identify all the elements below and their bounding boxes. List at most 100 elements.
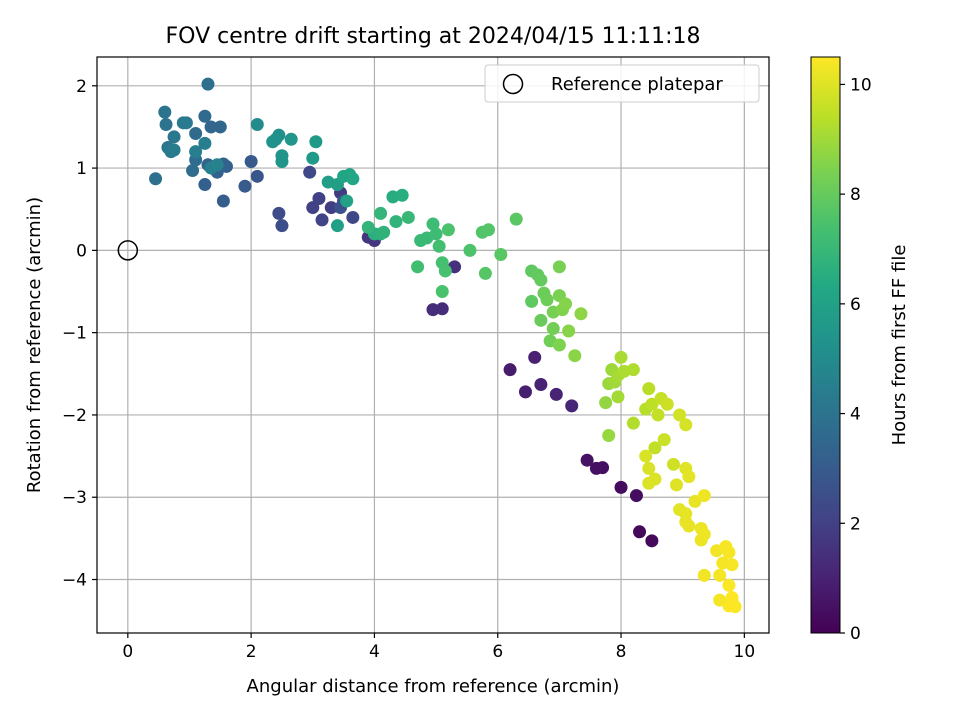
data-point bbox=[411, 260, 425, 274]
y-tick-label: −4 bbox=[62, 571, 87, 591]
data-point bbox=[189, 145, 203, 159]
data-point bbox=[198, 178, 212, 192]
data-point bbox=[722, 545, 736, 559]
data-point bbox=[494, 247, 508, 261]
data-point bbox=[361, 220, 375, 234]
data-point bbox=[463, 243, 477, 257]
data-point bbox=[167, 143, 181, 157]
data-point bbox=[438, 264, 452, 278]
data-point bbox=[614, 350, 628, 364]
data-point bbox=[401, 210, 415, 224]
data-point bbox=[574, 307, 588, 321]
y-tick-label: 2 bbox=[76, 77, 87, 97]
data-point bbox=[201, 77, 215, 91]
y-tick-label: −1 bbox=[62, 324, 87, 344]
x-tick-label: 0 bbox=[122, 642, 133, 662]
colorbar-tick-label: 0 bbox=[850, 624, 861, 644]
data-point bbox=[552, 260, 566, 274]
data-point bbox=[565, 399, 579, 413]
data-point bbox=[432, 239, 446, 253]
data-point bbox=[395, 188, 409, 202]
data-point bbox=[642, 461, 656, 475]
data-point bbox=[238, 179, 252, 193]
data-point bbox=[599, 396, 613, 410]
data-point bbox=[441, 223, 455, 237]
data-point bbox=[309, 135, 323, 149]
data-point bbox=[429, 227, 443, 241]
data-point bbox=[697, 527, 711, 541]
data-point bbox=[306, 151, 320, 165]
data-point bbox=[315, 213, 329, 227]
y-tick-label: −3 bbox=[62, 488, 87, 508]
x-tick-label: 8 bbox=[616, 642, 627, 662]
data-point bbox=[186, 164, 200, 178]
x-axis-ticks: 0 2 4 6 8 10 bbox=[122, 633, 755, 662]
y-axis-label: Rotation from reference (arcmin) bbox=[24, 197, 45, 493]
y-axis-ticks: 2 1 0 −1 −2 −3 −4 bbox=[62, 77, 97, 591]
data-point bbox=[272, 206, 286, 220]
y-tick-label: 0 bbox=[76, 241, 87, 261]
data-point bbox=[266, 135, 280, 149]
data-point bbox=[198, 109, 212, 123]
data-point bbox=[204, 120, 218, 134]
data-point bbox=[346, 210, 360, 224]
data-point bbox=[435, 285, 449, 299]
data-point bbox=[189, 127, 203, 141]
data-point bbox=[670, 478, 684, 492]
data-point bbox=[377, 225, 391, 239]
data-point bbox=[324, 201, 338, 215]
data-point bbox=[284, 132, 298, 146]
data-point bbox=[518, 385, 532, 399]
data-point bbox=[330, 219, 344, 233]
data-point bbox=[509, 212, 523, 226]
data-point bbox=[546, 322, 560, 336]
colorbar-ticks: 0 2 4 6 8 10 bbox=[840, 75, 872, 644]
data-point bbox=[725, 558, 739, 572]
colorbar-tick-label: 2 bbox=[850, 514, 861, 534]
legend-entry-label: Reference platepar bbox=[551, 74, 723, 95]
data-point bbox=[679, 418, 693, 432]
chart-title: FOV centre drift starting at 2024/04/15 … bbox=[166, 24, 701, 49]
data-point bbox=[626, 416, 640, 430]
data-point bbox=[688, 494, 702, 508]
data-point bbox=[626, 363, 640, 377]
data-point bbox=[648, 441, 662, 455]
data-point bbox=[642, 476, 656, 490]
data-point bbox=[312, 192, 326, 206]
data-point bbox=[697, 489, 711, 503]
data-point bbox=[633, 525, 647, 539]
y-tick-label: 1 bbox=[76, 159, 87, 179]
data-point bbox=[697, 568, 711, 582]
colorbar-tick-label: 10 bbox=[850, 75, 872, 95]
data-point bbox=[435, 302, 449, 316]
data-point bbox=[559, 297, 573, 311]
data-point bbox=[275, 219, 289, 233]
data-point bbox=[602, 429, 616, 443]
data-point bbox=[179, 116, 193, 130]
x-tick-label: 6 bbox=[492, 642, 503, 662]
plot-frame bbox=[96, 56, 770, 634]
legend-marker bbox=[502, 73, 524, 95]
colorbar-tick-label: 6 bbox=[850, 295, 861, 315]
data-point bbox=[346, 172, 360, 186]
x-tick-label: 10 bbox=[734, 642, 756, 662]
data-point bbox=[275, 155, 289, 169]
data-point bbox=[549, 387, 563, 401]
data-point bbox=[303, 165, 317, 179]
data-point bbox=[580, 453, 594, 467]
data-point bbox=[534, 377, 548, 391]
data-point bbox=[713, 568, 727, 582]
colorbar-label: Hours from first FF file bbox=[889, 245, 910, 446]
data-point bbox=[657, 433, 671, 447]
data-point bbox=[426, 217, 440, 231]
data-point bbox=[660, 397, 674, 411]
data-point bbox=[250, 169, 264, 183]
data-point bbox=[210, 158, 224, 172]
data-point bbox=[682, 470, 696, 484]
y-tick-label: −2 bbox=[62, 406, 87, 426]
data-point bbox=[525, 294, 539, 308]
data-point bbox=[374, 206, 388, 220]
data-point bbox=[725, 591, 739, 605]
data-point bbox=[651, 408, 665, 422]
